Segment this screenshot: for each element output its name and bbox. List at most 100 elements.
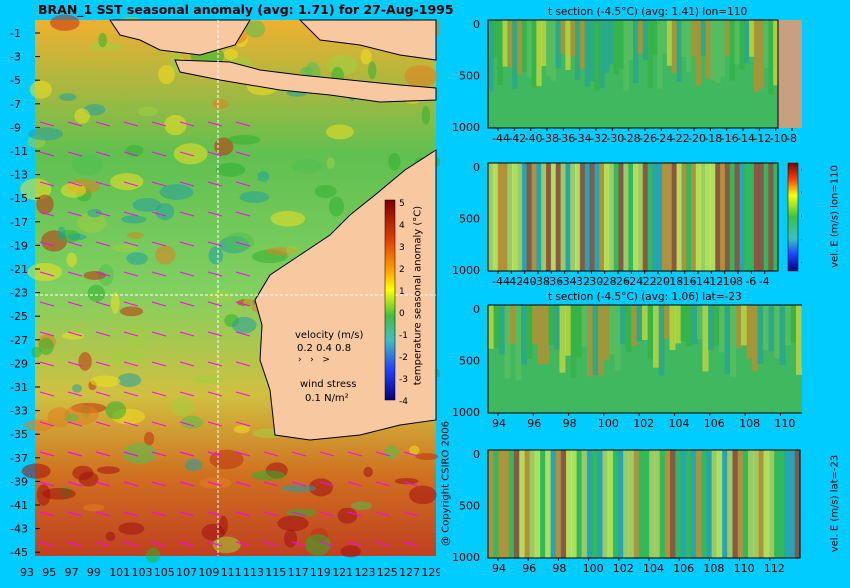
wind-legend-value: 0.1 N/m² bbox=[305, 393, 349, 404]
section-column bbox=[790, 305, 797, 343]
section-column bbox=[720, 20, 726, 77]
anomaly-blob bbox=[328, 196, 345, 217]
section-column bbox=[758, 20, 764, 89]
panel-xtick-label: -32 bbox=[572, 275, 590, 288]
sst-colorbar-tick: 0 bbox=[399, 309, 405, 319]
lat-tick-label: -37 bbox=[10, 452, 28, 465]
section-column bbox=[541, 163, 547, 271]
section-column bbox=[719, 305, 725, 353]
section-column bbox=[543, 305, 549, 364]
wind-arrow bbox=[151, 451, 167, 457]
wind-arrow bbox=[39, 121, 55, 127]
section-column bbox=[753, 450, 759, 558]
wind-arrow bbox=[95, 391, 111, 397]
panel-xtick-label: 96 bbox=[527, 417, 541, 430]
section-column bbox=[695, 163, 702, 271]
map-title: BRAN_1 SST seasonal anomaly (avg: 1.71) … bbox=[38, 2, 454, 17]
section-column bbox=[587, 305, 593, 377]
lon-tick-label: 127 bbox=[399, 566, 420, 579]
wind-arrow bbox=[123, 391, 139, 397]
anomaly-blob bbox=[96, 466, 120, 474]
lat-tick-label: -11 bbox=[10, 145, 28, 158]
section-column bbox=[623, 20, 629, 91]
anomaly-blob bbox=[88, 42, 124, 51]
vel-colorbar-tick: 0.4 bbox=[801, 166, 802, 176]
lat-tick-label: -43 bbox=[10, 523, 28, 536]
panel-xtick-label: -34 bbox=[574, 132, 592, 145]
section-column bbox=[488, 163, 494, 271]
section-column bbox=[696, 450, 702, 558]
wind-arrow bbox=[123, 421, 139, 427]
section-column bbox=[702, 305, 709, 372]
section-column bbox=[508, 450, 515, 558]
wind-arrow bbox=[123, 301, 139, 307]
wind-arrow bbox=[235, 481, 251, 487]
section-column bbox=[746, 305, 753, 359]
anomaly-blob bbox=[110, 173, 144, 191]
section-column bbox=[671, 163, 677, 271]
section-column bbox=[550, 163, 557, 271]
anomaly-blob bbox=[164, 114, 187, 136]
wind-arrow bbox=[95, 421, 111, 427]
anomaly-blob bbox=[212, 98, 229, 109]
wind-arrow bbox=[123, 541, 139, 547]
section-column bbox=[649, 450, 655, 558]
wind-arrow bbox=[123, 211, 139, 217]
sst-colorbar-tick: -4 bbox=[399, 397, 408, 407]
section-column bbox=[575, 20, 581, 80]
section-column bbox=[732, 450, 739, 558]
panel-ytick-label: 0 bbox=[473, 161, 480, 174]
wind-arrow bbox=[235, 211, 251, 217]
anomaly-blob bbox=[61, 332, 85, 340]
wind-arrow bbox=[67, 151, 83, 157]
section-column bbox=[514, 450, 520, 558]
panel-xtick-label: 98 bbox=[552, 562, 566, 575]
section-column bbox=[576, 305, 582, 358]
velocity-legend-title: velocity (m/s) bbox=[295, 330, 364, 341]
wind-arrow bbox=[207, 391, 223, 397]
wind-arrow bbox=[123, 511, 139, 517]
anomaly-blob bbox=[113, 243, 139, 253]
wind-arrow bbox=[235, 241, 251, 247]
anomaly-blob bbox=[121, 215, 147, 224]
section-column bbox=[768, 305, 775, 352]
lon-tick-label: 115 bbox=[265, 566, 286, 579]
anomaly-blob bbox=[286, 508, 317, 517]
wind-arrow bbox=[319, 541, 335, 547]
wind-arrow bbox=[179, 541, 195, 547]
anomaly-blob bbox=[117, 373, 142, 388]
section-column bbox=[706, 450, 713, 558]
wind-arrow bbox=[67, 181, 83, 187]
section-column bbox=[794, 450, 801, 558]
anomaly-blob bbox=[90, 375, 121, 388]
section-column bbox=[713, 305, 720, 347]
section-panel-chart: 050010009496981001021041061081101120.40.… bbox=[452, 448, 801, 575]
section-column bbox=[758, 450, 765, 558]
section-column bbox=[744, 163, 750, 271]
section-column bbox=[510, 305, 516, 345]
section-column bbox=[548, 305, 555, 346]
section-column bbox=[554, 305, 560, 350]
wind-legend-title: wind stress bbox=[300, 379, 357, 390]
section-column bbox=[671, 20, 677, 74]
wind-arrow bbox=[95, 181, 111, 187]
wind-arrow bbox=[67, 301, 83, 307]
section-column bbox=[768, 450, 775, 558]
section-column bbox=[737, 450, 744, 558]
lat-tick-label: -25 bbox=[10, 310, 28, 323]
lat-tick-label: -35 bbox=[10, 428, 28, 441]
section-column bbox=[685, 450, 692, 558]
wind-arrow bbox=[123, 331, 139, 337]
sst-colorbar-tick: -1 bbox=[399, 331, 408, 341]
section-column bbox=[690, 450, 697, 558]
wind-arrow bbox=[403, 541, 419, 547]
section-column bbox=[675, 305, 681, 344]
section-column bbox=[488, 20, 494, 92]
anomaly-blob bbox=[122, 442, 157, 465]
section-column bbox=[603, 305, 610, 361]
wind-arrow bbox=[207, 451, 223, 457]
section-column bbox=[493, 305, 500, 349]
section-column bbox=[521, 20, 528, 72]
section-column bbox=[507, 163, 513, 271]
lon-tick-label: 99 bbox=[87, 566, 101, 579]
